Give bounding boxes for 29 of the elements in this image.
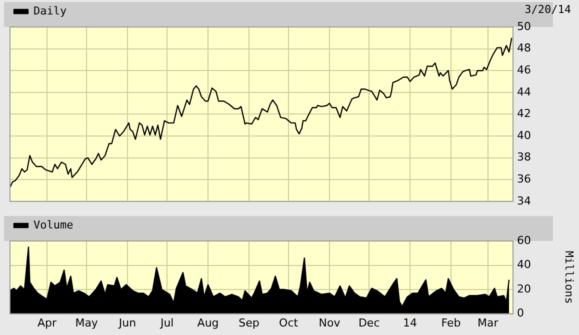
x-tick-label: Aug [197,316,219,330]
x-tick-label: 14 [403,316,418,330]
y-tick-label: 42 [517,107,531,120]
y-tick-label: 44 [517,85,531,98]
x-tick-label: Sep [238,316,260,330]
y-tick-label: 40 [517,258,531,272]
x-tick-label: Dec [358,316,380,330]
y-tick-label: 46 [517,63,531,76]
x-tick-label: Jun [118,316,136,330]
x-tick-label: Apr [37,316,57,330]
x-tick-label: Jul [159,316,174,330]
y-axis-title: Millions [562,250,576,304]
y-tick-label: 38 [517,150,531,164]
y-tick-label: 34 [517,194,531,208]
x-tick-label: May [75,316,98,330]
y-tick-label: 48 [517,42,531,55]
y-tick-label: 20 [517,282,531,296]
legend-label: Volume [34,218,74,232]
y-tick-label: 40 [517,128,531,142]
y-tick-label: 60 [517,234,531,247]
y-tick-label: 0 [517,306,524,320]
legend-label: Daily [34,4,67,18]
y-tick-label: 36 [517,172,531,186]
y-tick-label: 50 [517,20,531,33]
x-tick-label: Oct [279,316,299,330]
x-tick-label: Feb [441,316,461,330]
text: 3/20/14 [524,2,572,16]
x-tick-label: Mar [478,316,499,330]
x-tick-label: Nov [318,316,341,330]
